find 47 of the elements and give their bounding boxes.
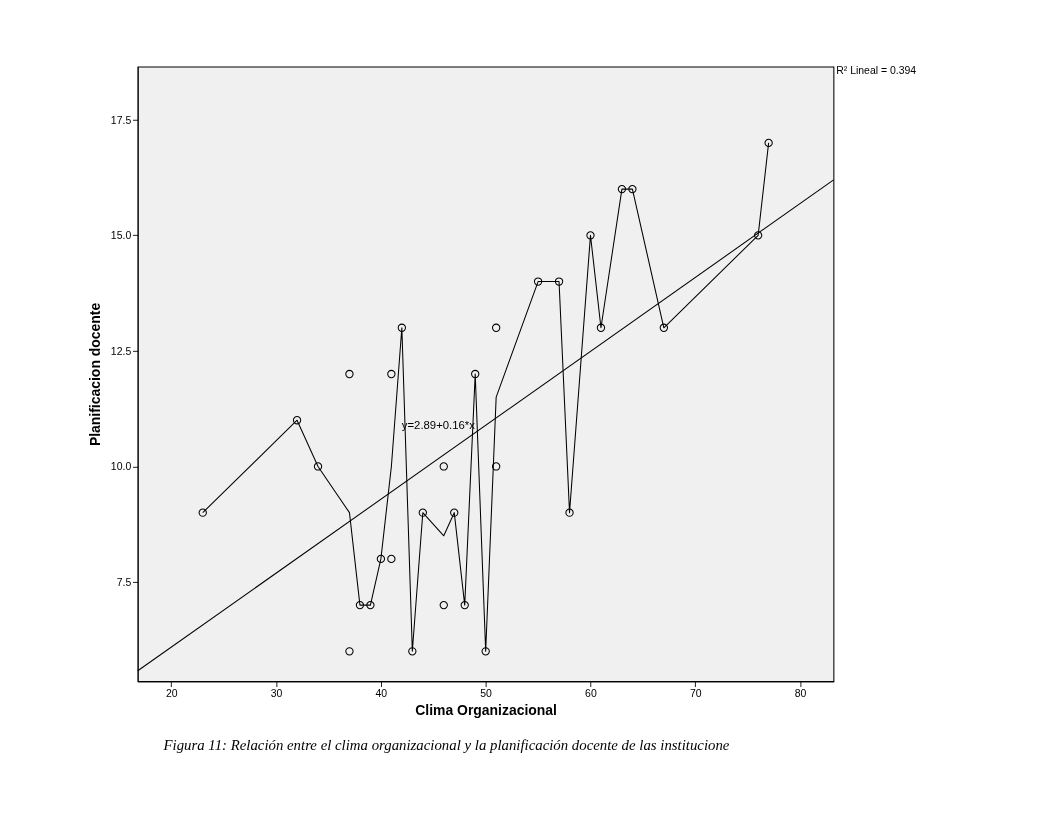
x-tick-label: 60: [585, 687, 597, 699]
point: [533, 277, 543, 286]
point: [628, 184, 637, 194]
point: [764, 138, 773, 148]
point: [418, 508, 427, 517]
point: [439, 462, 448, 471]
point: [366, 600, 375, 610]
point: [491, 323, 501, 332]
point: [450, 508, 459, 517]
point: [387, 554, 396, 564]
x-axis-title: Clima Organizacional: [415, 701, 557, 718]
x-tick-label: 50: [480, 687, 493, 699]
y-tick-label: 10.0: [110, 461, 132, 473]
point: [345, 647, 354, 656]
point: [345, 369, 354, 379]
point: [659, 323, 669, 332]
point: [408, 647, 417, 656]
point: [292, 416, 302, 425]
point: [596, 323, 606, 332]
x-tick-label: 70: [689, 687, 702, 699]
y-tick-label: 7.5: [116, 576, 132, 588]
point: [753, 231, 763, 240]
point: [471, 369, 480, 379]
y-tick-label: 15.0: [110, 230, 132, 242]
x-tick-label: 40: [375, 687, 388, 699]
point: [198, 508, 207, 517]
point: [397, 323, 407, 332]
y-tick-label: 12.5: [110, 345, 132, 357]
point: [460, 600, 469, 610]
point: [586, 231, 595, 240]
point: [481, 647, 490, 656]
x-tick-label: 20: [165, 687, 178, 699]
point: [565, 508, 574, 517]
point: [491, 462, 501, 471]
point: [387, 369, 396, 379]
y-axis-title: Planificacion docente: [86, 302, 103, 447]
point: [554, 277, 564, 286]
point: [439, 600, 448, 610]
x-tick-label: 30: [270, 687, 283, 699]
y-tick-label: 17.5: [110, 114, 132, 126]
text: Figura 11: Relación entre el clima organizacional y la planificación docente de las institucione: [162, 737, 730, 754]
point: [313, 462, 323, 471]
text: R² Lineal = 0.394: [836, 65, 917, 77]
x-tick-label: 80: [794, 687, 807, 699]
point: [355, 600, 365, 610]
point: [617, 184, 627, 194]
point: [376, 554, 386, 564]
